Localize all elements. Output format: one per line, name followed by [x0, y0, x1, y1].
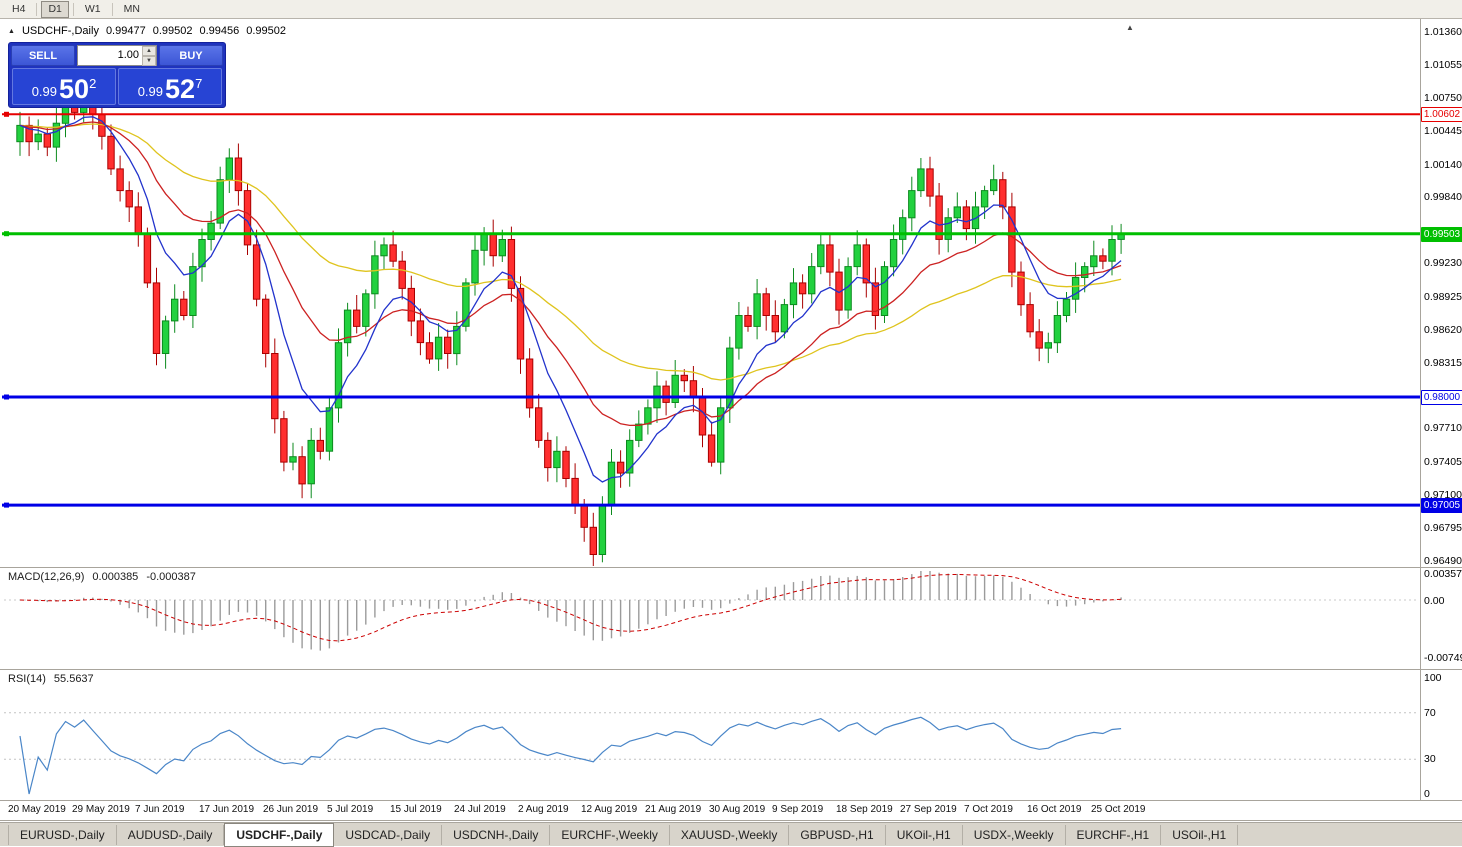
price-axis-label: 0.98925	[1424, 291, 1462, 303]
date-axis-label: 25 Oct 2019	[1091, 804, 1146, 815]
timeframe-button-h4[interactable]: H4	[12, 3, 26, 15]
buy-price-base: 0.99	[137, 84, 164, 99]
chart-shift-marker-icon[interactable]: ▲	[1126, 23, 1134, 32]
price-axis-label: 0.98620	[1424, 324, 1462, 336]
timeframe-button-w1[interactable]: W1	[84, 3, 101, 15]
sell-price-base: 0.99	[31, 84, 58, 99]
volume-field[interactable]: 1.00 ▲ ▼	[77, 45, 157, 66]
ohlc-open: 0.99477	[105, 25, 146, 37]
date-axis-label: 29 May 2019	[72, 804, 130, 815]
chart-tab-usdcad-daily[interactable]: USDCAD-,Daily	[334, 824, 443, 845]
ohlc-low: 0.99456	[199, 25, 240, 37]
macd-axis-label: 0.00	[1424, 595, 1445, 607]
sell-price-display[interactable]: 0.99 50 2	[12, 68, 116, 105]
rsi-axis-label: 0	[1424, 788, 1430, 800]
rsi-axis-label: 30	[1424, 753, 1436, 765]
rsi-name: RSI(14)	[8, 673, 46, 685]
rsi-label: RSI(14) 55.5637	[8, 673, 94, 685]
chart-tab-audusd-daily[interactable]: AUDUSD-,Daily	[117, 824, 225, 845]
date-axis-label: 30 Aug 2019	[709, 804, 766, 815]
sell-button[interactable]: SELL	[11, 45, 75, 66]
buy-price-big: 52	[165, 74, 196, 104]
volume-down-icon[interactable]: ▼	[142, 56, 156, 66]
macd-label: MACD(12,26,9) 0.000385 -0.000387	[8, 571, 196, 583]
price-axis-label: 0.97405	[1424, 456, 1462, 468]
date-axis-label: 12 Aug 2019	[581, 804, 638, 815]
toolbar-separator	[72, 2, 74, 16]
chart-tab-eurusd-daily[interactable]: EURUSD-,Daily	[8, 824, 117, 845]
date-axis-label: 17 Jun 2019	[199, 804, 255, 815]
macd-value-main: 0.000385	[92, 571, 139, 583]
date-axis-label: 5 Jul 2019	[327, 804, 374, 815]
price-axis-label: 1.01360	[1424, 26, 1462, 38]
price-axis-label: 0.96490	[1424, 555, 1462, 567]
date-axis-label: 27 Sep 2019	[900, 804, 957, 815]
buy-button[interactable]: BUY	[159, 45, 223, 66]
timeframe-button-mn[interactable]: MN	[123, 3, 140, 15]
volume-input[interactable]: 1.00	[117, 49, 139, 61]
chart-header: ▲ USDCHF-,Daily 0.99477 0.99502 0.99456 …	[8, 25, 286, 37]
price-badge-0.97005: 0.97005	[1421, 498, 1462, 513]
macd-axis-label: 0.003574	[1424, 568, 1462, 580]
date-axis-label: 26 Jun 2019	[263, 804, 319, 815]
rsi-value: 55.5637	[53, 673, 94, 685]
chart-tab-usdcnh-daily[interactable]: USDCNH-,Daily	[442, 824, 551, 845]
price-axis-label: 1.01055	[1424, 59, 1462, 71]
macd-axis-label: -0.00749	[1424, 652, 1462, 664]
sell-price-pip: 2	[89, 76, 97, 91]
buy-price-display[interactable]: 0.99 52 7	[118, 68, 222, 105]
buy-price-pip: 7	[195, 76, 203, 91]
ohlc-high: 0.99502	[152, 25, 193, 37]
price-axis-label: 0.97710	[1424, 422, 1462, 434]
chart-tab-gbpusd-h1[interactable]: GBPUSD-,H1	[789, 824, 886, 845]
date-axis-label: 16 Oct 2019	[1027, 804, 1082, 815]
date-axis-label: 20 May 2019	[8, 804, 66, 815]
date-axis-label: 2 Aug 2019	[518, 804, 569, 815]
chart-tab-usoil-h1[interactable]: USOil-,H1	[1161, 824, 1239, 845]
price-axis-label: 1.00750	[1424, 92, 1462, 104]
price-axis-label: 1.00445	[1424, 125, 1462, 137]
one-click-trading-panel: SELL 1.00 ▲ ▼ BUY 0.99 50 2 0.99 52 7	[8, 42, 226, 108]
timeframe-toolbar: H4 D1 W1 MN	[0, 0, 1462, 19]
price-axis-label: 0.99230	[1424, 257, 1462, 269]
date-axis-label: 24 Jul 2019	[454, 804, 506, 815]
chart-tab-ukoil-h1[interactable]: UKOil-,H1	[886, 824, 963, 845]
price-badge-0.99503: 0.99503	[1421, 227, 1462, 242]
date-axis-label: 21 Aug 2019	[645, 804, 702, 815]
toolbar-separator	[36, 2, 38, 16]
macd-name: MACD(12,26,9)	[8, 571, 85, 583]
timeframe-button-d1[interactable]: D1	[41, 0, 69, 18]
symbol-timeframe-label: USDCHF-,Daily	[21, 25, 99, 37]
price-axis-label: 1.00140	[1424, 159, 1462, 171]
date-axis-label: 18 Sep 2019	[836, 804, 893, 815]
price-badge-1.00602: 1.00602	[1421, 107, 1462, 122]
chart-tab-eurchf-h1[interactable]: EURCHF-,H1	[1066, 824, 1162, 845]
price-axis-label: 0.99840	[1424, 191, 1462, 203]
rsi-axis-label: 100	[1424, 672, 1442, 684]
ohlc-close: 0.99502	[246, 25, 286, 37]
macd-value-signal: -0.000387	[146, 571, 196, 583]
date-axis-label: 7 Jun 2019	[135, 804, 185, 815]
chart-tab-usdchf-daily[interactable]: USDCHF-,Daily	[224, 822, 335, 847]
price-axis-label: 0.98315	[1424, 357, 1462, 369]
toolbar-separator	[111, 2, 113, 16]
sell-price-big: 50	[59, 74, 90, 104]
chart-tab-xauusd-weekly[interactable]: XAUUSD-,Weekly	[670, 824, 790, 845]
date-axis-label: 7 Oct 2019	[964, 804, 1013, 815]
volume-up-icon[interactable]: ▲	[142, 46, 156, 56]
price-badge-0.98000: 0.98000	[1421, 390, 1462, 405]
collapse-arrow-icon: ▲	[8, 27, 15, 35]
symbol-tab-bar: EURUSD-,Daily AUDUSD-,Daily USDCHF-,Daily U…	[0, 822, 1462, 847]
rsi-axis-label: 70	[1424, 707, 1436, 719]
chart-tab-eurchf-weekly[interactable]: EURCHF-,Weekly	[550, 824, 670, 845]
chart-tab-usdx-weekly[interactable]: USDX-,Weekly	[963, 824, 1066, 845]
date-axis-label: 15 Jul 2019	[390, 804, 442, 815]
date-axis-label: 9 Sep 2019	[772, 804, 824, 815]
price-axis-label: 0.96795	[1424, 522, 1462, 534]
